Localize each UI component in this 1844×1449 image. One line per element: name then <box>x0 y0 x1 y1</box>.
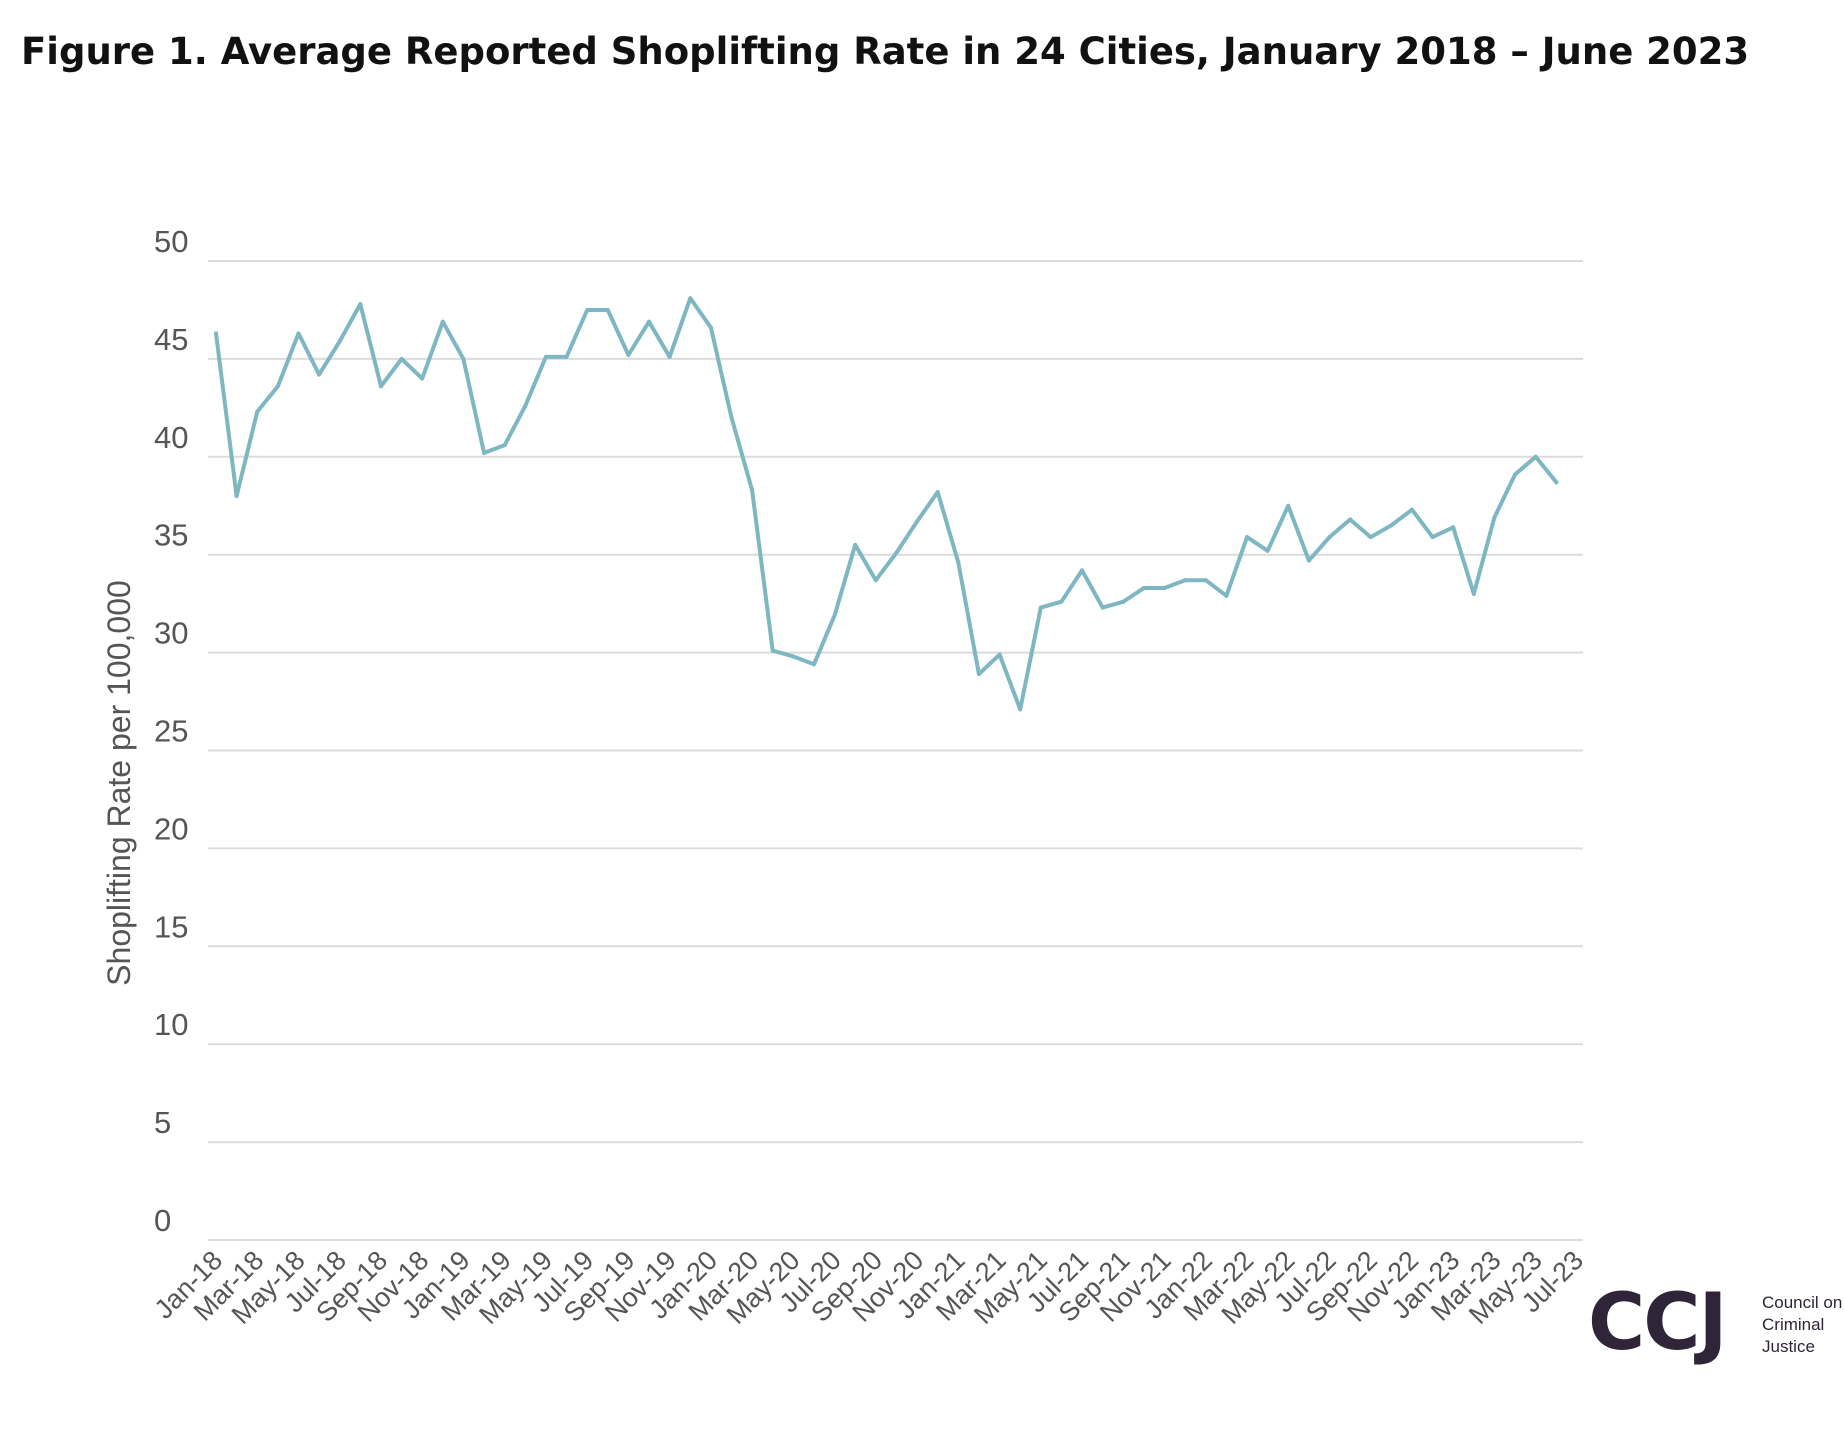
y-tick-label: 35 <box>154 518 188 553</box>
data-point <box>1430 535 1435 540</box>
data-point <box>626 352 631 357</box>
series-points <box>214 296 1559 712</box>
data-point <box>1162 585 1167 590</box>
y-tick-label: 0 <box>154 1203 171 1238</box>
data-point <box>647 319 652 324</box>
y-tick-label: 5 <box>154 1105 171 1140</box>
data-point <box>1100 605 1105 610</box>
series-layer <box>214 296 1559 712</box>
data-point <box>214 331 218 336</box>
y-tick-label: 30 <box>154 616 188 651</box>
data-point <box>1348 517 1353 522</box>
y-axis-tick-labels: 0 5 10 15 20 25 30 35 40 45 50 <box>154 224 188 1238</box>
data-point <box>275 384 280 389</box>
data-point <box>399 356 404 361</box>
data-point <box>894 550 899 555</box>
data-point <box>440 319 445 324</box>
y-tick-label: 50 <box>154 224 188 259</box>
y-tick-label: 25 <box>154 714 188 749</box>
data-point <box>956 560 961 565</box>
data-point <box>255 409 260 414</box>
data-point <box>378 384 383 389</box>
data-point <box>1286 503 1291 508</box>
data-point <box>770 648 775 653</box>
data-point <box>1224 593 1229 598</box>
y-tick-label: 20 <box>154 811 188 846</box>
data-point <box>1141 585 1146 590</box>
data-point <box>667 354 672 359</box>
data-point <box>543 354 548 359</box>
data-point <box>750 488 755 493</box>
data-point <box>729 415 734 420</box>
data-point <box>853 542 858 547</box>
data-point <box>482 450 487 455</box>
data-point <box>1265 548 1270 553</box>
logo-mark: CCJ <box>1588 1278 1728 1368</box>
data-point <box>1451 525 1456 530</box>
data-point <box>1306 558 1311 563</box>
data-point <box>1018 707 1023 712</box>
data-point <box>461 356 466 361</box>
data-point <box>708 325 713 330</box>
data-point <box>688 296 693 301</box>
logo-text: Council on Criminal Justice <box>1762 1293 1843 1356</box>
data-point <box>1513 472 1518 477</box>
y-axis-label: Shoplifting Rate per 100,000 <box>101 580 137 986</box>
y-tick-label: 40 <box>154 420 188 455</box>
data-point <box>1059 599 1064 604</box>
chart-title: Figure 1. Average Reported Shoplifting R… <box>21 30 1750 73</box>
data-point <box>296 331 301 336</box>
data-point <box>358 302 363 307</box>
data-point <box>873 578 878 583</box>
series-line-0 <box>214 296 1559 712</box>
ccj-logo: CCJ Council on Criminal Justice <box>1588 1278 1844 1378</box>
data-point <box>605 307 610 312</box>
data-point <box>1038 605 1043 610</box>
data-point <box>317 372 322 377</box>
y-tick-label: 45 <box>154 322 188 357</box>
data-point <box>1327 535 1332 540</box>
data-point <box>564 354 569 359</box>
x-axis-tick-labels: Jan-18Mar-18May-18Jul-18Sep-18Nov-18Jan-… <box>149 1245 1590 1330</box>
data-point <box>337 339 342 344</box>
data-point <box>523 403 528 408</box>
data-point <box>1409 507 1414 512</box>
gridlines <box>208 260 1583 1241</box>
data-point <box>997 652 1002 657</box>
data-point <box>1121 599 1126 604</box>
data-point <box>1368 535 1373 540</box>
data-point <box>915 519 920 524</box>
data-point <box>1203 578 1208 583</box>
data-point <box>832 613 837 618</box>
data-point <box>1554 480 1559 485</box>
data-point <box>585 307 590 312</box>
data-point <box>1183 578 1188 583</box>
data-point <box>1245 535 1249 540</box>
y-tick-label: 10 <box>154 1007 188 1042</box>
data-point <box>420 376 425 381</box>
data-point <box>502 443 507 448</box>
data-point <box>976 672 981 677</box>
data-point <box>1471 591 1476 596</box>
data-point <box>1533 454 1538 459</box>
data-point <box>1389 523 1394 528</box>
data-point <box>1492 515 1497 520</box>
data-point <box>935 490 940 495</box>
data-point <box>791 654 796 659</box>
data-point <box>811 662 816 667</box>
data-point <box>1080 568 1085 573</box>
data-point <box>234 493 239 498</box>
y-tick-label: 15 <box>154 909 188 944</box>
